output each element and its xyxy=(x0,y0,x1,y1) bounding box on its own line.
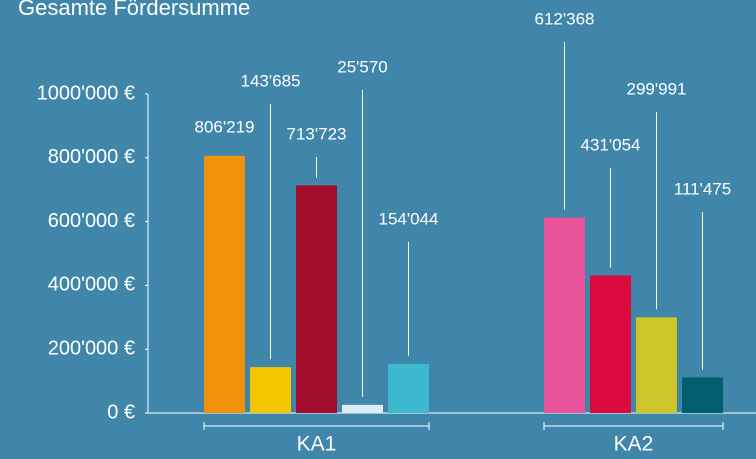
value-label: 143'685 xyxy=(241,71,301,90)
group-label: KA2 xyxy=(614,433,654,456)
bar xyxy=(590,275,631,413)
value-label: 612'368 xyxy=(535,9,595,28)
y-tick-label: 800'000 € xyxy=(48,146,135,168)
group-label: KA1 xyxy=(297,433,337,456)
bar xyxy=(250,367,291,413)
y-tick-label: 600'000 € xyxy=(48,210,135,232)
bar xyxy=(636,317,677,413)
bar xyxy=(544,217,585,413)
value-label: 154'044 xyxy=(379,209,439,228)
y-tick-label: 400'000 € xyxy=(48,274,135,296)
value-label: 806'219 xyxy=(195,117,255,136)
value-label: 111'475 xyxy=(674,179,731,198)
value-label: 25'570 xyxy=(337,57,388,76)
bar xyxy=(342,404,383,413)
bar xyxy=(388,363,429,413)
bar xyxy=(296,185,337,413)
y-tick-label: 200'000 € xyxy=(48,337,135,359)
bar xyxy=(682,377,723,413)
bar xyxy=(204,155,245,413)
value-label: 299'991 xyxy=(627,79,687,98)
value-label: 713'723 xyxy=(287,124,347,143)
y-tick-label: 1000'000 € xyxy=(37,82,135,104)
value-label: 431'054 xyxy=(581,135,641,154)
chart-title: Gesamte Fördersumme xyxy=(18,0,250,20)
y-tick-label: 0 € xyxy=(107,401,135,423)
